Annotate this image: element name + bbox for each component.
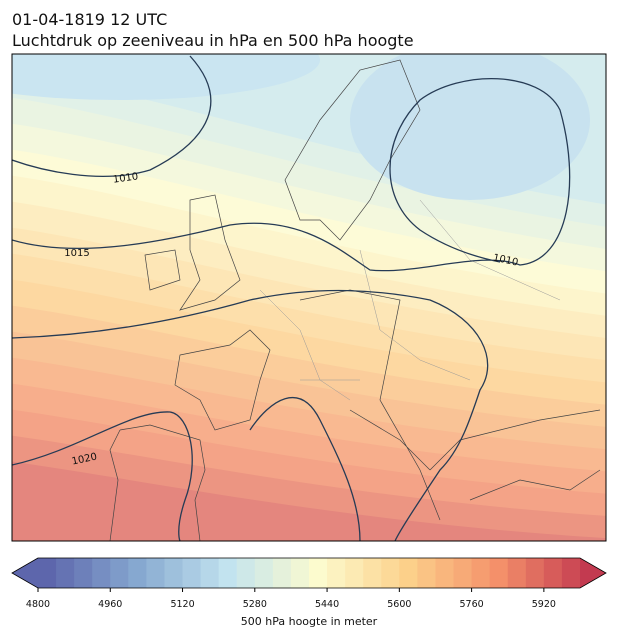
field-band: [12, 54, 320, 100]
colorbar-band: [56, 558, 75, 588]
colorbar-band: [254, 558, 274, 588]
france: [174, 329, 271, 431]
colorbar-band: [146, 558, 165, 588]
colorbar-band: [435, 558, 455, 588]
isobar: [12, 397, 361, 541]
colorbar-band: [272, 558, 292, 588]
colorbar-band: [110, 558, 129, 588]
colorbar-band: [182, 558, 202, 588]
colorbar-extend-high: [580, 558, 606, 588]
colorbar-band: [218, 558, 238, 588]
colorbar-tick-label: 5920: [532, 599, 556, 610]
contour-label: 1015: [64, 248, 89, 259]
colorbar-tick-label: 5760: [460, 599, 484, 610]
title-line: 01-04-1819 12 UTC: [12, 10, 167, 29]
colorbar-outline: [11, 557, 607, 589]
height-field: [12, 54, 606, 541]
british-isles: [144, 194, 241, 311]
colorbar-tick-label: 5440: [315, 599, 339, 610]
field-band: [12, 461, 606, 541]
colorbar-band: [561, 558, 581, 588]
colorbar-band: [92, 558, 111, 588]
isobar: [12, 289, 489, 541]
colorbar-band: [363, 558, 382, 588]
colorbar-band: [38, 558, 57, 588]
black-sea: [429, 409, 601, 501]
colorbar-band: [345, 558, 364, 588]
colorbar-tick-label: 5120: [170, 599, 194, 610]
colorbar-band: [290, 558, 310, 588]
iberia: [109, 424, 206, 541]
colorbar-band: [525, 558, 545, 588]
colorbar-band: [381, 558, 400, 588]
central-europe: [299, 289, 441, 521]
colorbar-band: [417, 558, 436, 588]
colorbar-band: [507, 558, 527, 588]
colorbar-tick-label: 5280: [243, 599, 267, 610]
title-line: Luchtdruk op zeeniveau in hPa en 500 hPa…: [12, 31, 414, 50]
colorbar-tick-label: 4800: [26, 599, 50, 610]
colorbar-band: [164, 558, 184, 588]
coastlines: [109, 59, 601, 541]
colorbar-tick-label: 5600: [387, 599, 411, 610]
borders: [259, 199, 561, 401]
colorbar-band: [453, 558, 473, 588]
colorbar: 4800 4960 5120 5280 5440 5600 5760 5920: [11, 557, 607, 610]
colorbar-band: [543, 558, 563, 588]
field-band: [350, 54, 590, 200]
colorbar-band: [399, 558, 418, 588]
colorbar-band: [327, 558, 346, 588]
colorbar-tick-label: 4960: [98, 599, 122, 610]
colorbar-band: [74, 558, 93, 588]
map-frame: [11, 53, 607, 542]
contour-label: 1010: [112, 171, 139, 185]
colorbar-band: [200, 558, 220, 588]
isobar: [12, 78, 571, 272]
colorbar-band: [128, 558, 147, 588]
colorbar-extend-low: [12, 558, 38, 588]
isobars: [12, 55, 571, 541]
isobar: [12, 55, 212, 177]
contour-label: 1020: [71, 452, 98, 468]
colorbar-band: [471, 558, 491, 588]
contour-label: 1010: [492, 253, 519, 269]
colorbar-label: 500 hPa hoogte in meter: [241, 615, 378, 628]
colorbar-band: [236, 558, 256, 588]
colorbar-band: [309, 558, 328, 588]
colorbar-band: [489, 558, 509, 588]
